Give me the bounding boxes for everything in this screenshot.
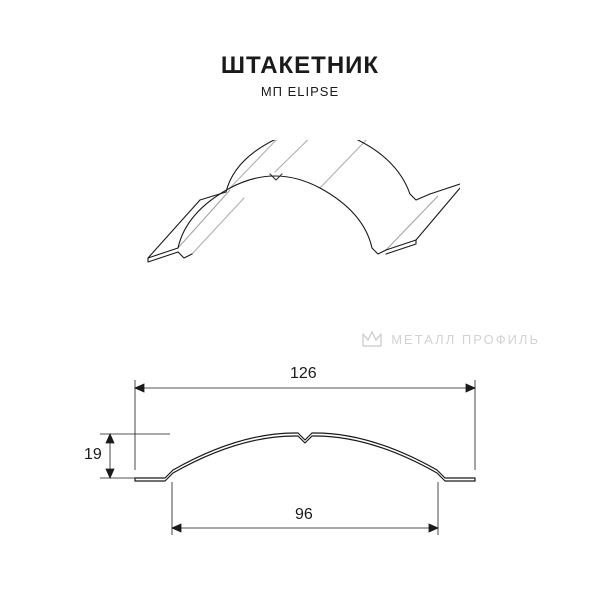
product-subtitle: МП ELIPSE [0,84,600,99]
brand-logo-icon [361,328,383,350]
product-title: ШТАКЕТНИК [0,52,600,80]
brand-watermark: МЕТАЛЛ ПРОФИЛЬ [361,328,540,350]
title-block: ШТАКЕТНИК МП ELIPSE [0,52,600,99]
cross-section-view: 126 96 19 [80,370,520,550]
isometric-view [140,140,460,320]
dim-width-top: 126 [290,365,317,383]
brand-watermark-text: МЕТАЛЛ ПРОФИЛЬ [391,332,540,347]
dim-height: 19 [84,446,102,464]
dim-width-bottom: 96 [295,506,313,524]
